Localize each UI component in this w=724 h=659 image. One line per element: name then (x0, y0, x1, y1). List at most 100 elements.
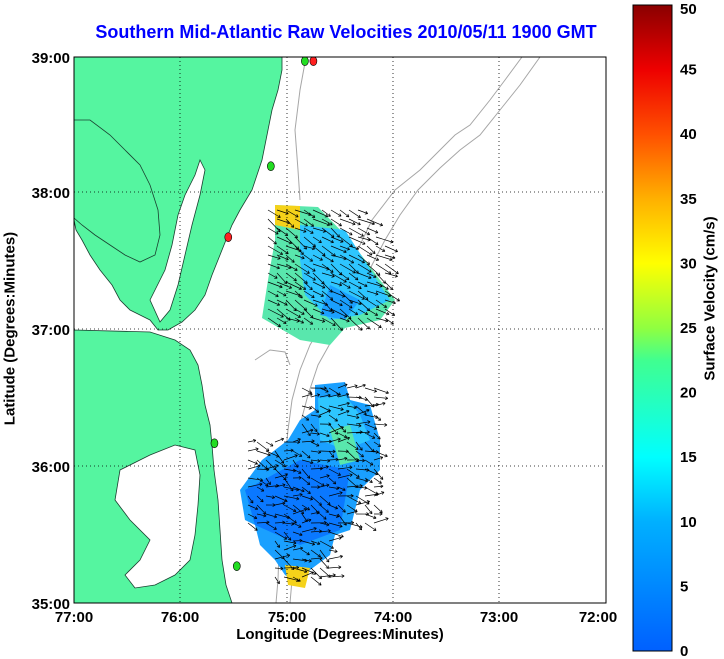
velocity-arrow (373, 396, 389, 400)
velocity-arrow (373, 441, 382, 447)
velocity-arrow (373, 432, 381, 440)
velocity-arrow (301, 423, 311, 437)
velocity-arrow (337, 504, 346, 513)
colorbar-tick-label: 15 (680, 449, 697, 466)
velocity-arrow (310, 510, 320, 515)
velocity-arrow (384, 290, 400, 302)
velocity-arrow (265, 503, 276, 507)
velocity-arrow (303, 227, 314, 234)
velocity-arrow (285, 263, 298, 271)
velocity-arrow (283, 504, 297, 513)
velocity-arrow (355, 430, 370, 435)
velocity-arrow (330, 299, 343, 307)
velocity-arrow (355, 420, 371, 425)
velocity-arrow (310, 450, 322, 454)
velocity-arrow (321, 317, 336, 326)
velocity-arrow (274, 450, 285, 464)
velocity-arrow (265, 495, 275, 500)
velocity-arrow (303, 299, 318, 307)
velocity-arrow (301, 405, 312, 410)
velocity-arrow (364, 522, 377, 531)
velocity-arrow (265, 464, 279, 470)
velocity-arrow (328, 405, 344, 411)
velocity-arrow (274, 495, 288, 502)
velocity-arrow (328, 504, 339, 510)
velocity-arrow (339, 245, 350, 251)
velocity-arrow (337, 432, 348, 439)
velocity-arrow (373, 414, 382, 421)
radar-station-marker (309, 57, 318, 66)
velocity-arrow (256, 486, 265, 492)
velocity-arrow (283, 540, 297, 545)
velocity-arrow (301, 468, 311, 479)
velocity-arrow (319, 474, 330, 479)
radar-station-marker (267, 161, 275, 171)
velocity-arrow (321, 254, 334, 263)
velocity-arrow (265, 522, 277, 530)
velocity-arrow (285, 281, 302, 290)
radar-station-marker (224, 232, 233, 242)
lon-tick-label: 72:00 (579, 609, 617, 626)
velocity-arrow (292, 508, 308, 515)
velocity-arrow (339, 209, 350, 218)
velocity-arrow (337, 401, 350, 407)
velocity-arrow (328, 393, 340, 398)
velocity-arrow (330, 308, 348, 318)
velocity-arrow (328, 549, 338, 554)
velocity-arrow (310, 386, 327, 391)
velocity-arrow (283, 440, 301, 445)
x-axis-label: Longitude (Degrees:Minutes) (236, 626, 444, 643)
velocity-arrow (274, 473, 288, 479)
velocity-arrow (348, 299, 362, 306)
grid-lines (74, 57, 606, 603)
velocity-arrow (373, 484, 384, 489)
velocity-arrow (366, 317, 382, 329)
velocity-arrow (274, 501, 286, 506)
colorbar-tick-label: 50 (680, 1, 697, 18)
velocity-arrow (328, 491, 343, 497)
velocity-arrow (339, 227, 353, 236)
velocity-arrow (321, 236, 334, 244)
velocity-arrow (339, 263, 356, 274)
land-mass (74, 119, 161, 263)
velocity-arrow (285, 308, 301, 318)
velocity-arrow (256, 467, 270, 472)
velocity-arrow (285, 272, 297, 282)
velocity-arrow (294, 281, 307, 290)
velocity-arrow (285, 209, 299, 218)
velocity-arrow (373, 517, 389, 524)
velocity-arrow (348, 317, 363, 331)
velocity-arrow (312, 290, 324, 297)
velocity-arrow (310, 414, 322, 419)
velocity-arrow (283, 454, 298, 461)
velocity-arrow (366, 254, 380, 261)
velocity-arrow (283, 495, 300, 501)
velocity-arrow (348, 218, 361, 226)
velocity-arrow (267, 317, 281, 328)
velocity-arrow (303, 263, 316, 272)
velocity-arrow (373, 477, 382, 484)
velocity-arrow (328, 437, 341, 443)
colorbar-tick-label: 25 (680, 320, 697, 337)
velocity-arrow (328, 468, 341, 476)
velocity-arrow (301, 504, 310, 511)
velocity-arrow (310, 432, 320, 436)
velocity-arrow (319, 432, 330, 438)
velocity-arrow (319, 458, 331, 463)
velocity-arrow (274, 520, 286, 525)
velocity-arrow (283, 531, 292, 541)
velocity-arrow (303, 245, 316, 251)
velocity-arrow (355, 408, 370, 416)
velocity-arrow (364, 504, 373, 515)
velocity-arrow (303, 281, 313, 291)
velocity-arrow (321, 272, 335, 278)
velocity-arrow (328, 513, 340, 518)
velocity-arrow (328, 477, 337, 485)
velocity-arrow (319, 449, 336, 454)
velocity-arrow (328, 457, 339, 462)
velocity-arrow (265, 477, 271, 485)
velocity-arrow (274, 553, 291, 560)
velocity-arrow (319, 387, 329, 393)
velocity-arrow (337, 392, 350, 398)
velocity-arrow (301, 428, 314, 434)
